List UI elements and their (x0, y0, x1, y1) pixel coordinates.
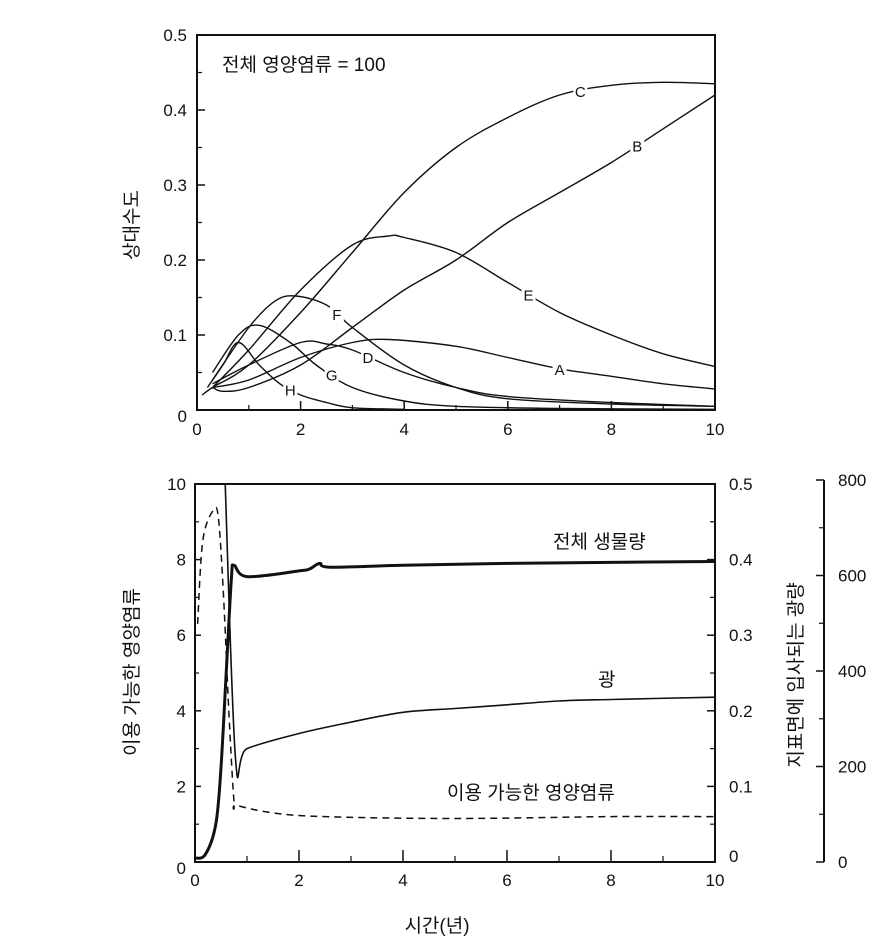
far-right-y-tick-label: 200 (838, 758, 866, 777)
bottom-right-y-axis-label: 지표면에 입사되는 광량 (785, 582, 807, 767)
curve-label-G: G (326, 368, 338, 385)
curve-label-bg (329, 306, 344, 322)
curve-label-A: A (555, 362, 565, 379)
top-ticks: 0 2 4 6 8 10 0 0.1 0.2 0.3 0.4 0.5 (163, 26, 724, 439)
y-tick-label: 0.4 (163, 101, 187, 120)
top-chart: 0 2 4 6 8 10 0 0.1 0.2 0.3 0.4 0.5 C B E F A D G H 전체 영양염류… (121, 26, 724, 439)
curve-D (212, 340, 716, 407)
curve-G (211, 324, 716, 410)
left-y-tick-label: 6 (177, 626, 186, 645)
left-y-tick-label: 8 (177, 551, 186, 570)
bottom-chart: 0 2 4 6 8 10024681000.10.20.30.40.50200400600… (121, 471, 866, 937)
curve-label-D: D (363, 350, 374, 367)
x-tick-label: 4 (399, 420, 408, 439)
bottom-curves (194, 483, 716, 860)
curve-total-biomass (194, 560, 716, 860)
x-tick-label: 4 (398, 871, 407, 890)
curve-H (206, 341, 405, 410)
curve-label-bg (360, 348, 375, 365)
right-y-tick-label: 0.1 (729, 777, 753, 796)
right-y-tick-label: 0.4 (729, 551, 753, 570)
y-tick-label: 0.2 (163, 251, 187, 270)
curve-F (211, 295, 716, 407)
label-light: 광 (598, 669, 615, 691)
y-tick-label: 0.1 (163, 326, 187, 345)
x-tick-label: 6 (502, 871, 511, 890)
top-y-axis-label: 상대수도 (121, 190, 143, 260)
curve-label-F: F (332, 307, 341, 324)
label-available-nutrients: 이용 가능한 영양염류 (447, 782, 615, 804)
right-y-tick-label: 0 (729, 847, 738, 866)
bottom-x-axis-label: 시간(년) (404, 915, 469, 937)
curve-label-H: H (285, 382, 296, 399)
right-y-tick-label: 0.3 (729, 626, 753, 645)
right-y-tick-label: 0.5 (729, 475, 753, 494)
top-curves: C B E F A D G H (201, 81, 716, 410)
curve-light (224, 483, 716, 779)
x-tick-label: 0 (192, 420, 201, 439)
curve-label-bg (283, 381, 298, 398)
bottom-left-y-axis-label: 이용 가능한 영양염류 (121, 588, 143, 756)
curve-label-bg (552, 360, 567, 377)
curve-C (201, 81, 716, 396)
x-tick-label: 10 (706, 420, 725, 439)
curve-label-B: B (632, 139, 642, 156)
x-tick-label: 0 (190, 871, 199, 890)
left-y-tick-label: 4 (177, 702, 186, 721)
curve-label-C: C (575, 84, 586, 101)
y-tick-label: 0 (178, 407, 187, 426)
x-tick-label: 2 (296, 420, 305, 439)
curve-label-bg (630, 137, 645, 154)
x-tick-label: 8 (606, 871, 615, 890)
curve-B (212, 94, 716, 393)
far-right-y-tick-label: 800 (838, 471, 866, 490)
curve-label-bg (573, 83, 588, 100)
curve-A (212, 338, 716, 390)
x-tick-label: 10 (706, 871, 725, 890)
y-tick-label: 0.3 (163, 176, 187, 195)
label-total-biomass: 전체 생물량 (553, 531, 646, 553)
far-right-y-tick-label: 600 (838, 567, 866, 586)
x-tick-label: 8 (607, 420, 616, 439)
far-right-y-tick-label: 400 (838, 662, 866, 681)
curve-E (212, 234, 716, 388)
far-right-y-tick-label: 0 (838, 853, 847, 872)
top-annotation: 전체 영양염류 = 100 (222, 54, 386, 76)
bottom-ticks: 0 2 4 6 8 10024681000.10.20.30.40.50200400600… (167, 471, 866, 890)
left-y-tick-label: 10 (167, 475, 186, 494)
left-y-tick-label: 2 (177, 777, 186, 796)
y-tick-label: 0.5 (163, 26, 187, 45)
right-y-tick-label: 0.2 (729, 702, 753, 721)
x-tick-label: 6 (503, 420, 512, 439)
x-tick-label: 2 (294, 871, 303, 890)
left-y-tick-label: 0 (177, 859, 186, 878)
top-plot-frame (196, 34, 716, 411)
curve-available-nutrients (196, 506, 716, 820)
curve-label-bg (521, 286, 536, 303)
curve-label-E: E (524, 288, 534, 305)
curve-label-bg (324, 366, 339, 383)
